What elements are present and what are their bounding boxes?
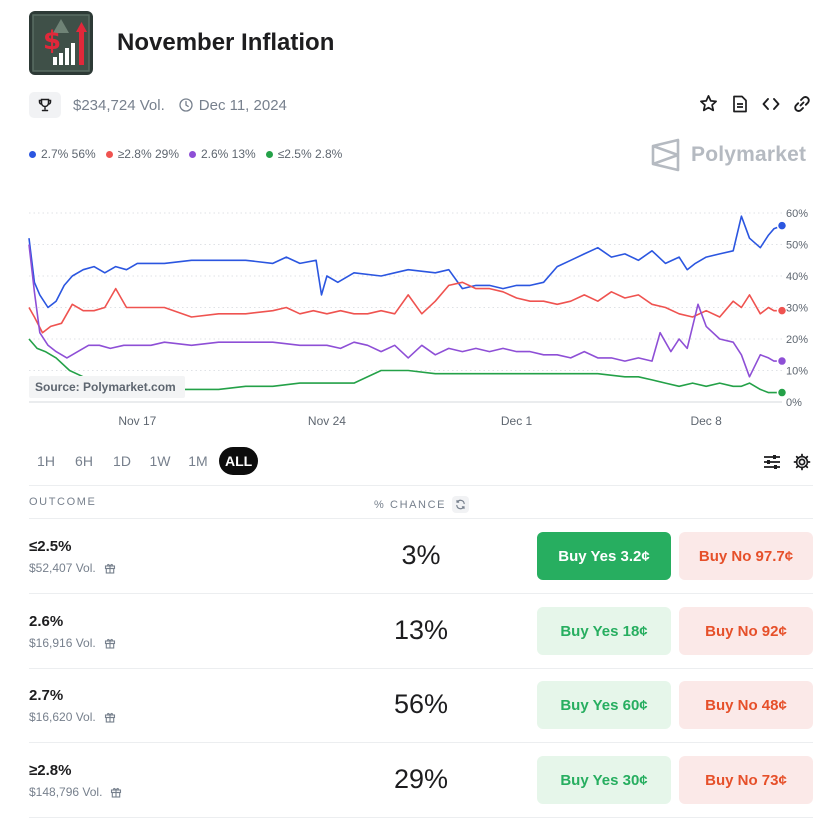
buy-yes-button[interactable]: Buy Yes 18¢ [537, 607, 671, 655]
buy-no-button[interactable]: Buy No 97.7¢ [679, 532, 813, 580]
column-chance: % CHANCE [374, 496, 470, 513]
price-history-chart[interactable]: 0% 10% 20% 30% 40% 50% 60% Nov 17 Nov 24 Dec 1 De… [0, 195, 833, 435]
x-tick-label: Nov 24 [308, 414, 346, 428]
x-tick-label: Nov 17 [118, 414, 156, 428]
timeframe-all[interactable]: ALL [219, 447, 259, 475]
series-endpoint [776, 305, 788, 316]
polymarket-brand: Polymarket [650, 138, 806, 172]
outcome-chance: 56% [393, 689, 449, 719]
buy-yes-button[interactable]: Buy Yes 3.2¢ [537, 532, 671, 580]
market-volume: $234,724 Vol. [73, 96, 165, 114]
legend-item: ≤2.5% 2.8% [265, 147, 343, 161]
market-meta: $234,724 Vol. Dec 11, 2024 [29, 92, 287, 118]
series-line [28, 215, 783, 309]
market-header: $ [29, 11, 93, 75]
outcome-volume-text: $148,796 Vol. [29, 785, 103, 799]
source-label-box [29, 376, 185, 398]
outcome-volume-text: $16,620 Vol. [29, 710, 96, 724]
document-icon[interactable] [730, 94, 749, 113]
timeframe-1m[interactable]: 1M [188, 453, 208, 469]
series-line [28, 244, 782, 378]
legend-label: 2.7% 56% [41, 147, 96, 161]
y-tick-label: 60% [786, 208, 808, 220]
outcome-row[interactable]: ≤2.5% $52,407 Vol. 3% Buy Yes 3.2¢ Buy N… [29, 519, 813, 594]
timeframe-selector: 1H 6H 1D 1W 1M ALL [29, 447, 259, 475]
buy-no-button[interactable]: Buy No 48¢ [679, 681, 813, 729]
source-label: Source: Polymarket.com [35, 380, 176, 394]
brand-name: Polymarket [691, 143, 807, 166]
sliders-icon[interactable] [763, 453, 781, 471]
y-tick-label: 0% [786, 397, 802, 409]
buy-no-button[interactable]: Buy No 92¢ [679, 607, 813, 655]
outcome-row[interactable]: 2.6% $16,916 Vol. 13% Buy Yes 18¢ Buy No… [29, 594, 813, 669]
outcome-volume-text: $52,407 Vol. [29, 561, 96, 575]
timeframe-1h[interactable]: 1H [37, 453, 55, 469]
legend-item: 2.6% 13% [189, 147, 256, 161]
series-line [28, 281, 782, 334]
y-tick-label: 30% [786, 303, 808, 315]
link-icon[interactable] [792, 94, 811, 113]
market-logo-icon: $ [29, 11, 93, 75]
y-tick-label: 50% [786, 240, 808, 252]
series-endpoint [776, 355, 788, 367]
market-date-text: Dec 11, 2024 [198, 96, 287, 114]
svg-text:$: $ [43, 26, 61, 56]
outcome-volume: $52,407 Vol. [29, 561, 116, 575]
gear-icon[interactable] [793, 453, 811, 471]
buy-no-button[interactable]: Buy No 73¢ [679, 756, 813, 804]
gift-icon [104, 638, 115, 649]
buy-yes-button[interactable]: Buy Yes 60¢ [537, 681, 671, 729]
column-outcome: OUTCOME [29, 496, 97, 508]
gift-icon [104, 563, 115, 574]
outcome-volume: $16,916 Vol. [29, 636, 116, 650]
outcome-name: ≤2.5% [29, 538, 72, 555]
outcome-volume: $148,796 Vol. [29, 785, 122, 799]
column-chance-label: % CHANCE [374, 498, 447, 511]
y-tick-label: 40% [786, 271, 808, 283]
timeframe-1w[interactable]: 1W [149, 453, 171, 469]
legend-dot [265, 150, 273, 158]
outcome-chance: 3% [401, 540, 441, 570]
trophy-icon[interactable] [29, 92, 61, 118]
legend-label: ≥2.8% 29% [117, 147, 179, 161]
legend-label: 2.6% 13% [201, 147, 256, 161]
series-endpoint [776, 387, 788, 398]
buy-yes-button[interactable]: Buy Yes 30¢ [537, 756, 671, 804]
timeframe-1d[interactable]: 1D [113, 453, 131, 469]
x-tick-label: Dec 1 [501, 414, 533, 428]
chart-tools [763, 453, 811, 471]
outcome-name: 2.7% [29, 687, 64, 704]
market-actions [699, 94, 811, 113]
legend-item: 2.7% 56% [29, 147, 96, 161]
timeframe-6h[interactable]: 6H [75, 453, 93, 469]
market-title: November Inflation [117, 29, 335, 56]
legend-dot [29, 150, 36, 158]
legend-dot [189, 150, 196, 158]
legend-item: ≥2.8% 29% [105, 147, 179, 161]
outcome-chance: 29% [393, 764, 449, 794]
outcome-name: ≥2.8% [29, 762, 72, 779]
market-date: Dec 11, 2024 [179, 97, 287, 114]
gift-icon [104, 712, 115, 723]
gift-icon [111, 787, 122, 798]
chart-legend: 2.7% 56% ≥2.8% 29% 2.6% 13% ≤2.5% 2.8% [29, 147, 342, 161]
y-tick-label: 10% [786, 366, 808, 378]
outcome-row[interactable]: ≥2.8% $148,796 Vol. 29% Buy Yes 30¢ Buy … [29, 743, 813, 818]
clock-icon [179, 98, 193, 112]
legend-dot [105, 150, 113, 158]
outcome-chance: 13% [393, 615, 449, 645]
outcome-volume: $16,620 Vol. [29, 710, 116, 724]
outcome-row[interactable]: 2.7% $16,620 Vol. 56% Buy Yes 60¢ Buy No… [29, 668, 813, 743]
y-tick-label: 20% [786, 334, 808, 346]
embed-code-icon[interactable] [761, 94, 780, 113]
outcome-name: 2.6% [29, 613, 64, 630]
polymarket-logo-icon [651, 138, 680, 172]
series-endpoint [776, 220, 788, 231]
star-icon[interactable] [699, 94, 718, 113]
outcome-volume-text: $16,916 Vol. [29, 636, 96, 650]
refresh-icon[interactable] [452, 496, 470, 513]
legend-label: ≤2.5% 2.8% [277, 147, 343, 161]
outcome-table-header: OUTCOME % CHANCE [29, 485, 813, 519]
x-tick-label: Dec 8 [690, 414, 722, 428]
